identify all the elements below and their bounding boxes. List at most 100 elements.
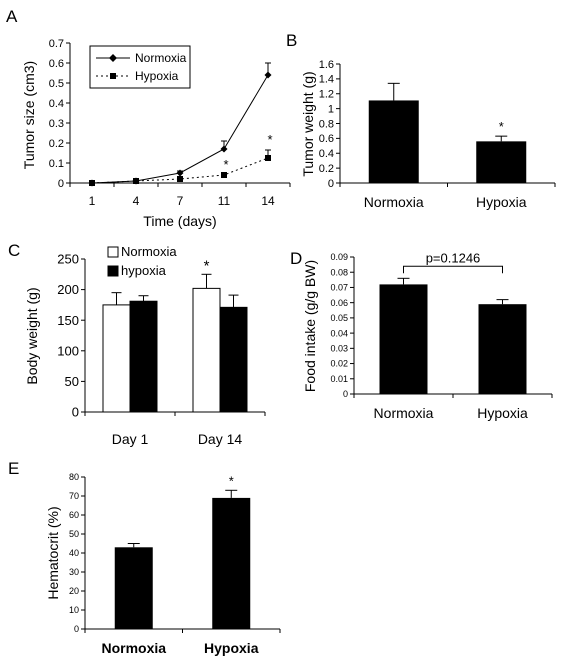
- normoxia-point: [220, 145, 228, 153]
- panel-e-x-tick-label: Hypoxia: [204, 640, 259, 656]
- panel-e-y-tick-label: 30: [69, 567, 79, 577]
- panel-e-y-tick-label: 10: [69, 605, 79, 615]
- panel-d-y-tick-label: 0.04: [330, 328, 348, 338]
- panel-c-y-tick-label: 100: [57, 343, 79, 358]
- panel-b-x-tick-label: Hypoxia: [476, 194, 527, 210]
- normoxia-point: [264, 71, 272, 79]
- panel-b-y-tick-label: 0.8: [319, 118, 334, 130]
- panel-c-y-axis-label: Body weight (g): [24, 287, 40, 384]
- panel-d-y-tick-label: 0.09: [330, 252, 348, 262]
- panel-d-y-tick-label: 0.06: [330, 298, 348, 308]
- panel-c-normoxia-bar: [102, 304, 131, 413]
- panel-d-x-tick-label: Normoxia: [374, 405, 434, 421]
- panel-b-letter: B: [286, 31, 297, 50]
- panel-e-y-tick-label: 20: [69, 586, 79, 596]
- panel-d-p-value: p=0.1246: [426, 250, 481, 265]
- panel-c-normoxia-bar: [192, 287, 221, 413]
- hypoxia-point: [265, 155, 271, 161]
- panel-a-x-tick-label: 4: [133, 194, 140, 208]
- panel-a-y-tick-label: 0.6: [49, 58, 64, 70]
- panel-c-letter: C: [8, 241, 20, 260]
- panel-a: A Tumor size (cm3) Time (days) 0 0.1 0.2 0.…: [6, 7, 291, 229]
- panel-c-y-tick-label: 0: [72, 405, 79, 420]
- panel-e-y-tick-label: 0: [74, 624, 79, 634]
- panel-a-x-tick-label: 1: [89, 194, 96, 208]
- panel-d-y-tick-label: 0.02: [330, 359, 348, 369]
- panel-d-y-tick-label: 0.01: [330, 374, 348, 384]
- panel-b-y-tick-label: 1: [328, 103, 334, 115]
- panel-a-legend-hypoxia: Hypoxia: [135, 69, 179, 83]
- normoxia-line: [91, 74, 269, 184]
- panel-d-comparison-bracket: [403, 265, 503, 274]
- panel-c-hypoxia-bar: [129, 300, 158, 413]
- normoxia-point: [176, 169, 184, 177]
- panel-b-y-tick-label: 1.2: [319, 89, 334, 101]
- panel-a-legend: Normoxia Hypoxia: [89, 45, 191, 89]
- panel-a-y-tick-label: 0.2: [49, 138, 64, 150]
- panel-a-y-tick-label: 0.3: [49, 118, 64, 130]
- panel-e-y-tick-label: 50: [69, 529, 79, 539]
- panel-e-y-tick-label: 60: [69, 510, 79, 520]
- hypoxia-point: [221, 172, 227, 178]
- panel-e-bar: [212, 497, 251, 629]
- panel-a-y-tick-label: 0.1: [49, 158, 64, 170]
- panel-b-y-tick-label: 1.4: [319, 74, 334, 86]
- panel-a-x-tick-label: 14: [261, 194, 275, 208]
- panel-a-y-tick-label: 0.5: [49, 78, 64, 90]
- panel-a-x-tick-label: 11: [218, 194, 231, 208]
- panel-d-letter: D: [290, 249, 302, 268]
- panel-c-hypoxia-bar: [219, 306, 248, 413]
- panel-d-y-tick-label: 0: [343, 389, 348, 399]
- panel-e-y-axis-label: Hematocrit (%): [45, 506, 61, 599]
- panel-b-y-tick-label: 1.6: [319, 59, 334, 71]
- panel-b-bar: [368, 100, 419, 183]
- panel-e-y-tick-label: 70: [69, 491, 79, 501]
- panel-e-y-tick-label: 80: [69, 472, 79, 482]
- hypoxia-point: [89, 180, 95, 186]
- panel-b-y-axis-label: Tumor weight (g): [300, 71, 316, 176]
- panel-c-y-tick-label: 150: [57, 313, 79, 328]
- panel-d-y-axis-label: Food intake (g/g BW): [302, 260, 318, 392]
- panel-e-y-tick-label: 40: [69, 548, 79, 558]
- panel-c-x-tick-label: Day 1: [112, 431, 149, 447]
- panel-c-legend: Normoxia hypoxia: [107, 244, 177, 278]
- hypoxia-point: [177, 176, 183, 182]
- panel-a-significance-marker: *: [267, 132, 272, 147]
- panel-c-y-tick-label: 200: [57, 282, 79, 297]
- panel-c-y-tick-label: 250: [57, 252, 79, 267]
- panel-c-x-tick-label: Day 14: [198, 431, 243, 447]
- panel-b-y-tick-label: 0.4: [319, 148, 334, 160]
- panel-b-significance-marker: *: [499, 119, 504, 134]
- panel-d-bar: [379, 284, 428, 394]
- panel-a-y-axis-label: Tumor size (cm3): [21, 61, 37, 169]
- panel-b-y-tick-label: 0.2: [319, 163, 334, 175]
- panel-a-y-tick-label: 0.4: [49, 98, 64, 110]
- panel-b-bar: [476, 141, 527, 183]
- panel-a-x-tick-label: 7: [177, 194, 184, 208]
- panel-e-letter: E: [8, 459, 19, 478]
- panel-a-letter: A: [6, 7, 18, 26]
- panel-a-y-tick-label: 0: [58, 178, 64, 190]
- panel-a-legend-normoxia: Normoxia: [135, 51, 187, 65]
- panel-a-y-tick-label: 0.7: [49, 38, 64, 50]
- panel-e: E Hematocrit (%) 0 10 20 30 40 50 60 70 80 Normox…: [8, 459, 281, 656]
- panel-e-bar: [114, 547, 153, 629]
- panel-b-y-tick-label: 0: [328, 178, 334, 190]
- panel-d-y-tick-label: 0.05: [330, 313, 348, 323]
- panel-d-bar: [478, 304, 527, 394]
- panel-a-significance-marker: *: [223, 157, 228, 172]
- panel-d: D Food intake (g/g BW) 0 0.01 0.02 0.03 0.04…: [290, 249, 553, 421]
- panel-e-significance-marker: *: [229, 473, 234, 488]
- panel-d-x-tick-label: Hypoxia: [477, 405, 528, 421]
- panel-d-y-tick-label: 0.08: [330, 267, 348, 277]
- panel-c-significance-marker: *: [204, 257, 210, 274]
- panel-c-y-tick-label: 50: [65, 374, 79, 389]
- panel-b: B Tumor weight (g) 0 0.2 0.4 0.6 0.8 1 1.2 1.4 1…: [286, 31, 556, 210]
- panel-a-x-axis-label: Time (days): [143, 213, 216, 229]
- panel-c-legend-hypoxia: hypoxia: [121, 263, 167, 278]
- panel-e-x-tick-label: Normoxia: [101, 640, 166, 656]
- hypoxia-point: [133, 178, 139, 184]
- panel-d-y-tick-label: 0.03: [330, 343, 348, 353]
- panel-c-legend-normoxia: Normoxia: [121, 244, 177, 259]
